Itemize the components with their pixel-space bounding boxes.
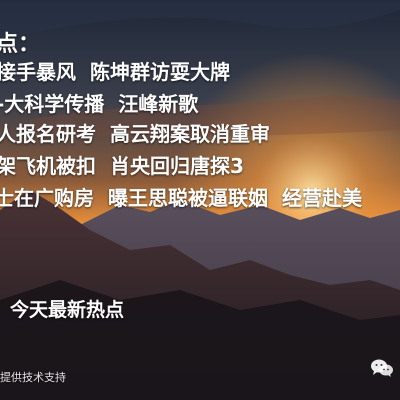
sunset-mountain-background [0,0,400,400]
